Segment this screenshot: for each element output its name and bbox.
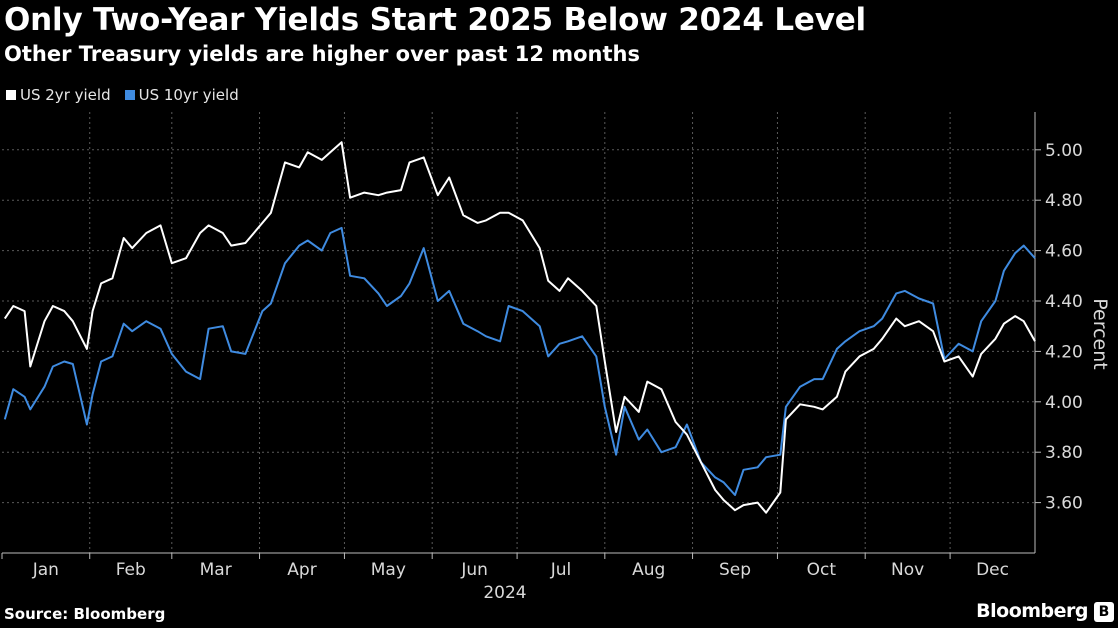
- x-tick-label: Feb: [116, 560, 146, 580]
- axis-layer: 3.60 3.80 4.00 4.20 4.40 4.60 4.80 5.00 Jan Feb Ma…: [1, 112, 1083, 580]
- x-tick-label: Aug: [632, 560, 665, 580]
- y-tick-label: 4.20: [1045, 342, 1083, 362]
- x-tick-label: Mar: [200, 560, 232, 580]
- legend-item-us-2yr: US 2yr yield: [6, 86, 111, 104]
- legend-item-us-10yr: US 10yr yield: [124, 86, 239, 104]
- legend-label-us-10yr: US 10yr yield: [138, 86, 239, 104]
- x-tick-label: Oct: [807, 560, 837, 580]
- y-tick-label: 4.40: [1045, 292, 1083, 312]
- grid-layer: [2, 112, 1035, 553]
- series-layer: [3, 141, 1036, 514]
- x-tick-label: Jul: [550, 560, 572, 580]
- y-tick-label: 4.60: [1045, 242, 1083, 262]
- x-tick-label: Apr: [287, 560, 316, 580]
- y-tick-label: 5.00: [1045, 141, 1083, 161]
- chart-title: Only Two-Year Yields Start 2025 Below 20…: [4, 2, 866, 38]
- series-line-us-2yr: [3, 141, 1036, 514]
- chart-legend: US 2yr yield US 10yr yield: [6, 86, 239, 104]
- legend-swatch-us-10yr: [124, 90, 135, 100]
- source-note: Source: Bloomberg: [4, 605, 166, 623]
- x-tick-label: Nov: [891, 560, 924, 580]
- chart-subtitle: Other Treasury yields are higher over pa…: [4, 42, 640, 66]
- y-tick-label: 3.80: [1045, 443, 1083, 463]
- x-tick-label: Jan: [32, 560, 59, 580]
- y-tick-label: 4.80: [1045, 191, 1083, 211]
- y-tick-label: 3.60: [1045, 494, 1083, 514]
- y-tick-label: 4.00: [1045, 393, 1083, 413]
- x-tick-label: Sep: [719, 560, 751, 580]
- x-axis-year-label: 2024: [483, 583, 526, 603]
- legend-label-us-2yr: US 2yr yield: [20, 86, 111, 104]
- bloomberg-badge-icon: B: [1094, 602, 1114, 622]
- x-tick-label: May: [371, 560, 406, 580]
- bloomberg-logo: Bloomberg: [976, 600, 1088, 622]
- y-axis-label: Percent: [1089, 298, 1111, 370]
- x-tick-label: Jun: [460, 560, 488, 580]
- x-tick-label: Dec: [976, 560, 1009, 580]
- series-line-us-10yr: [3, 226, 1036, 496]
- legend-swatch-us-2yr: [6, 90, 16, 100]
